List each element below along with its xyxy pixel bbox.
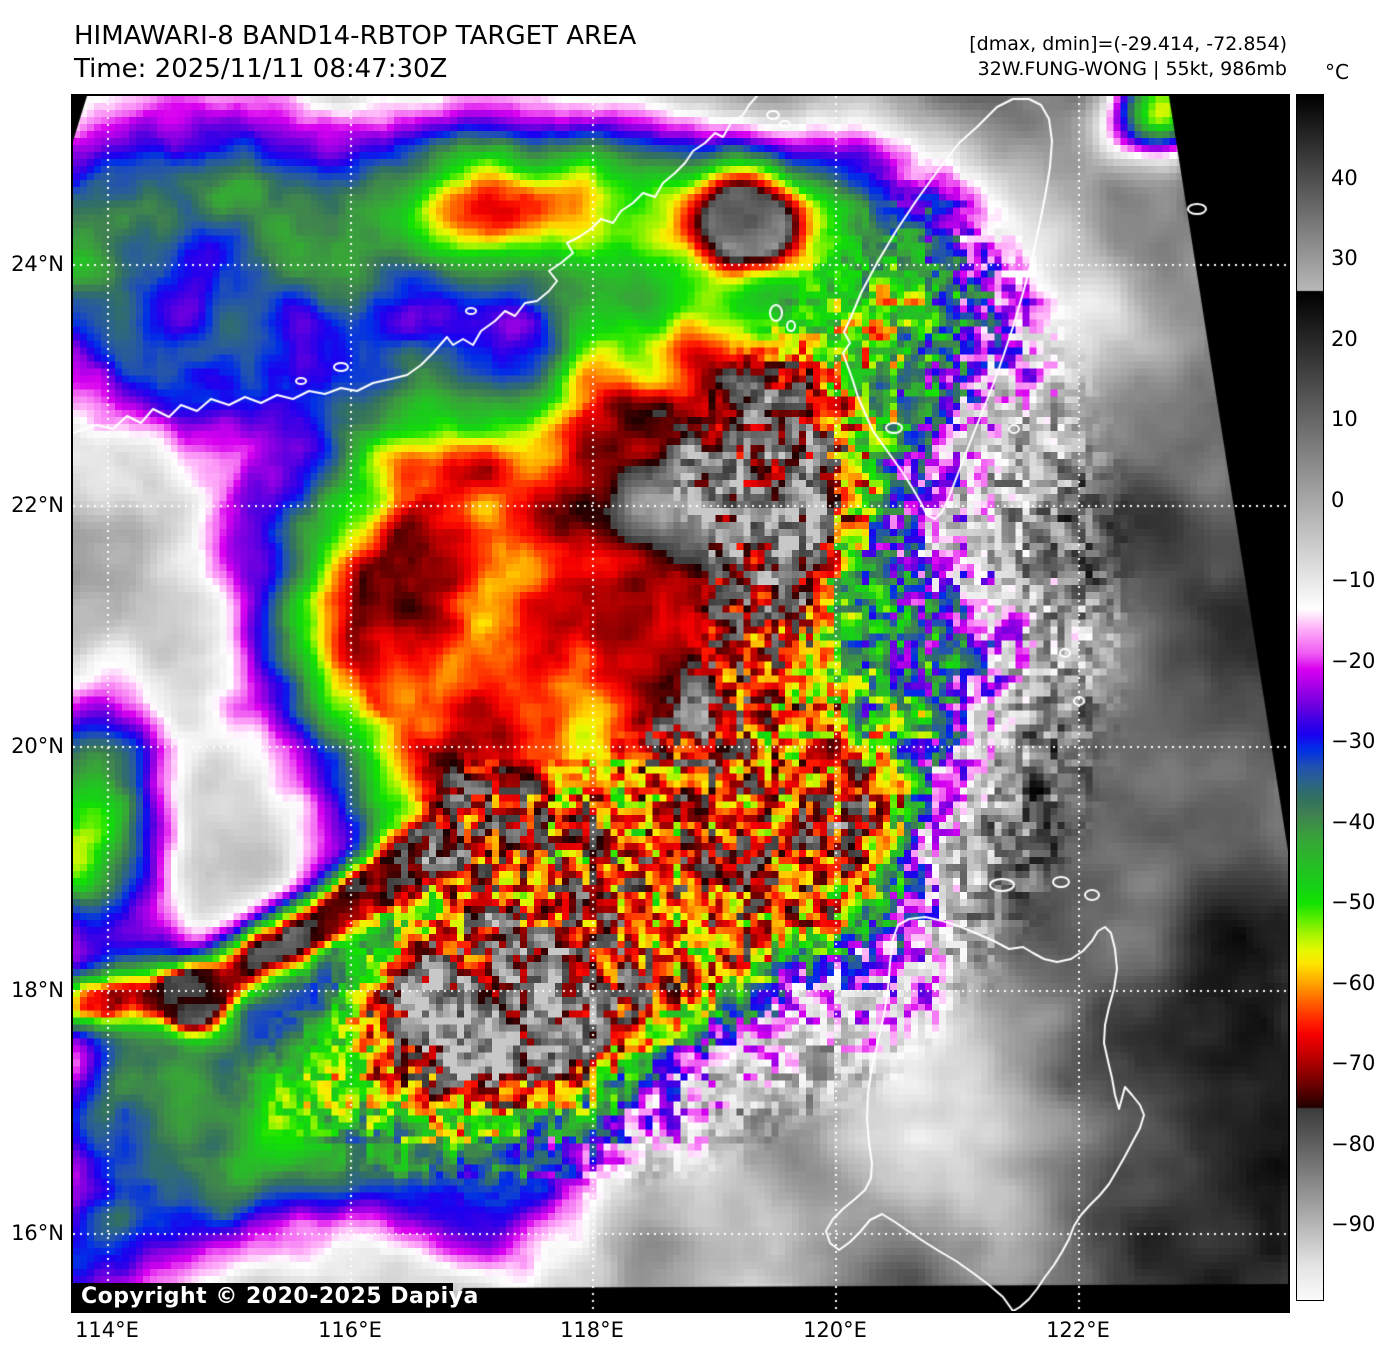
map-overlay-canvas: [73, 96, 1288, 1311]
y-axis-tick-label: 22°N: [11, 493, 64, 517]
colorbar-tick-label: 40: [1331, 165, 1358, 190]
dmax-dmin-readout: [dmax, dmin]=(-29.414, -72.854): [969, 33, 1287, 55]
colorbar-tick-label: −50: [1331, 890, 1376, 915]
y-axis-tick-label: 18°N: [11, 978, 64, 1002]
header-left: HIMAWARI-8 BAND14-RBTOP TARGET AREA Time…: [74, 20, 636, 86]
x-axis-tick-label: 118°E: [560, 1318, 624, 1342]
copyright-badge: Copyright © 2020-2025 Dapiya: [73, 1283, 478, 1311]
colorbar-canvas: [1297, 95, 1323, 1300]
colorbar-tick-label: −20: [1331, 648, 1376, 673]
colorbar-tick-label: −10: [1331, 568, 1376, 593]
y-axis-tick-label: 20°N: [11, 734, 64, 758]
colorbar-tick-label: −30: [1331, 729, 1376, 754]
y-axis-tick-label: 24°N: [11, 252, 64, 276]
colorbar-tick-label: −80: [1331, 1131, 1376, 1156]
colorbar-tick-label: −70: [1331, 1051, 1376, 1076]
header-right: [dmax, dmin]=(-29.414, -72.854) 32W.FUNG…: [969, 32, 1287, 82]
colorbar-tick-label: −60: [1331, 970, 1376, 995]
colorbar-unit-label: °C: [1325, 60, 1349, 84]
storm-info: 32W.FUNG-WONG | 55kt, 986mb: [977, 58, 1287, 80]
x-axis-tick-label: 122°E: [1046, 1318, 1110, 1342]
x-axis-tick-label: 114°E: [75, 1318, 139, 1342]
product-title: HIMAWARI-8 BAND14-RBTOP TARGET AREA: [74, 21, 637, 51]
colorbar-tick-label: −40: [1331, 809, 1376, 834]
colorbar: [1296, 94, 1324, 1301]
product-time: Time: 2025/11/11 08:47:30Z: [74, 54, 448, 84]
colorbar-tick-label: 30: [1331, 246, 1358, 271]
colorbar-tick-label: −90: [1331, 1212, 1376, 1237]
map-frame: Copyright © 2020-2025 Dapiya: [71, 94, 1290, 1313]
colorbar-tick-label: 0: [1331, 487, 1345, 512]
y-axis-tick-label: 16°N: [11, 1221, 64, 1245]
colorbar-tick-label: 20: [1331, 326, 1358, 351]
x-axis-tick-label: 120°E: [803, 1318, 867, 1342]
colorbar-tick-label: 10: [1331, 407, 1358, 432]
x-axis-tick-label: 116°E: [318, 1318, 382, 1342]
